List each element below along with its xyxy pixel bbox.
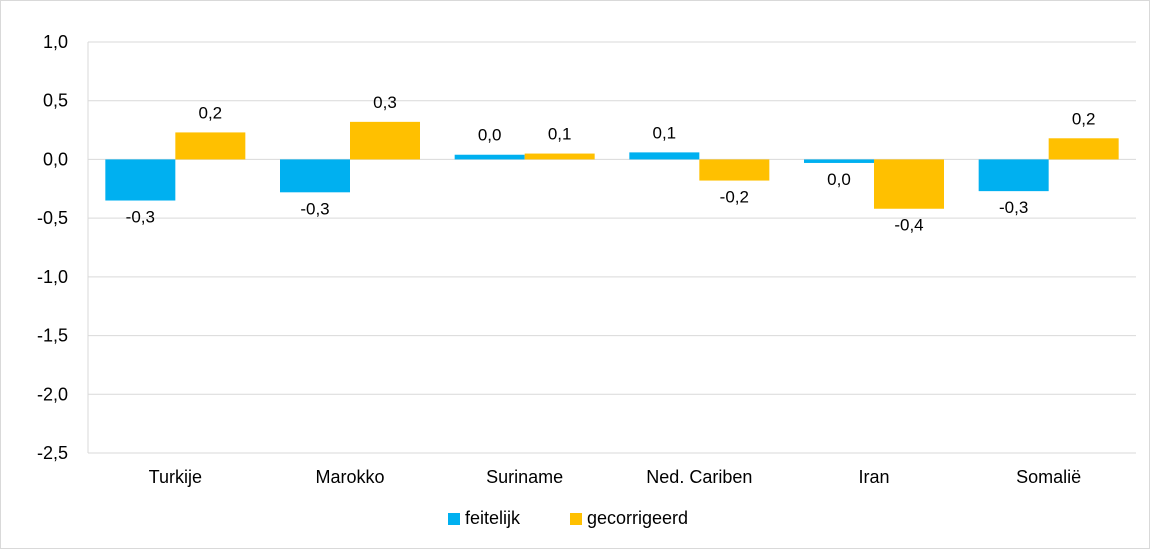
legend-label-feitelijk: feitelijk xyxy=(465,508,521,528)
data-label-feitelijk: 0,0 xyxy=(478,126,502,145)
bar-feitelijk-3 xyxy=(454,154,525,160)
x-axis-ticks: Turkije Marokko Suriname Ned. Cariben Iran So… xyxy=(149,467,1082,487)
y-tick-label: -1,0 xyxy=(37,267,68,287)
y-tick-label: 1,0 xyxy=(43,32,68,52)
data-label-gecorrigeerd: 0,3 xyxy=(373,93,397,112)
bar-feitelijk-2 xyxy=(280,159,350,193)
x-tick-label: Turkije xyxy=(149,467,202,487)
data-label-gecorrigeerd: -0,2 xyxy=(720,188,749,207)
bar-feitelijk-1 xyxy=(105,159,176,201)
data-label-feitelijk: 0,1 xyxy=(653,123,677,142)
y-tick-label: 0,0 xyxy=(43,149,68,169)
data-label-gecorrigeerd: 0,2 xyxy=(1072,109,1096,128)
data-label-gecorrigeerd: 0,2 xyxy=(199,103,223,122)
bar-gecorrigeerd-3 xyxy=(524,153,595,160)
bar-feitelijk-5 xyxy=(804,159,874,163)
data-label-feitelijk: 0,0 xyxy=(827,170,851,189)
data-label-gecorrigeerd: -0,4 xyxy=(894,216,923,235)
bar-feitelijk-4 xyxy=(629,152,700,160)
data-labels: -0,3 0,2 -0,3 0,3 0,0 0,1 0,1 -0,2 0,0 -0,4 -0,3 0,… xyxy=(126,93,1096,235)
bar-gecorrigeerd-6 xyxy=(1048,138,1119,160)
legend-label-gecorrigeerd: gecorrigeerd xyxy=(587,508,688,528)
x-tick-label: Ned. Cariben xyxy=(646,467,752,487)
y-tick-label: -2,0 xyxy=(37,384,68,404)
bar-gecorrigeerd-5 xyxy=(874,159,944,209)
bars xyxy=(105,121,1119,209)
data-label-gecorrigeerd: 0,1 xyxy=(548,125,572,144)
gridlines xyxy=(87,41,1136,454)
bar-gecorrigeerd-1 xyxy=(175,132,246,160)
bar-feitelijk-6 xyxy=(978,159,1049,192)
legend-swatch-feitelijk xyxy=(448,513,460,525)
x-tick-label: Iran xyxy=(858,467,889,487)
y-tick-label: -0,5 xyxy=(37,208,68,228)
data-label-feitelijk: -0,3 xyxy=(126,208,155,227)
legend-swatch-gecorrigeerd xyxy=(570,513,582,525)
bar-gecorrigeerd-2 xyxy=(350,121,420,160)
x-tick-label: Suriname xyxy=(486,467,563,487)
legend: feitelijk gecorrigeerd xyxy=(448,508,688,528)
data-label-feitelijk: -0,3 xyxy=(300,199,329,218)
y-axis-ticks: 1,0 0,5 0,0 -0,5 -1,0 -1,5 -2,0 -2,5 xyxy=(37,32,68,463)
x-tick-label: Marokko xyxy=(315,467,384,487)
y-tick-label: 0,5 xyxy=(43,91,68,111)
y-tick-label: -2,5 xyxy=(37,443,68,463)
data-label-feitelijk: -0,3 xyxy=(999,198,1028,217)
y-tick-label: -1,5 xyxy=(37,326,68,346)
bar-gecorrigeerd-4 xyxy=(699,159,770,181)
x-tick-label: Somalië xyxy=(1016,467,1081,487)
